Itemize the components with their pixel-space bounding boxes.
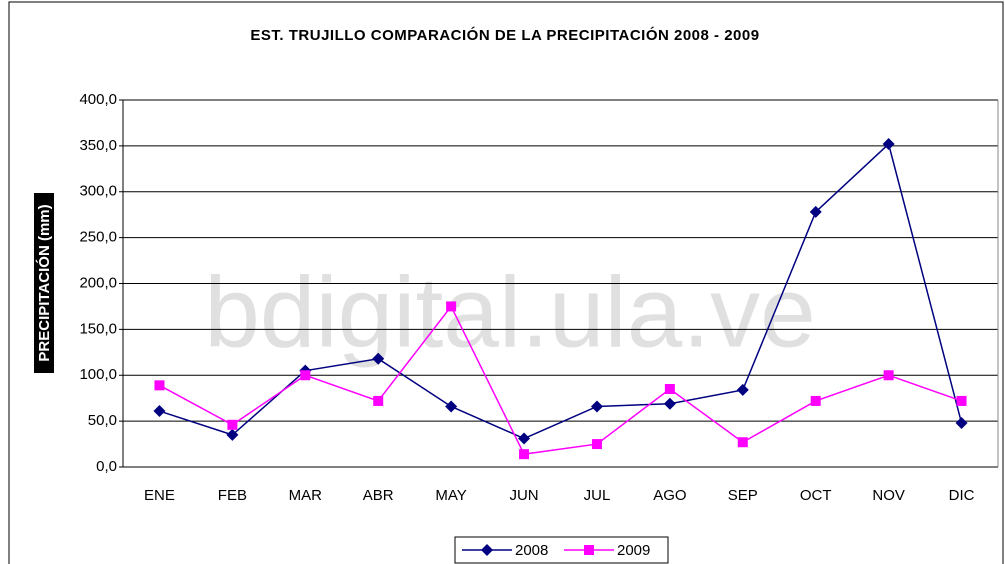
y-label-group: PRECIPITACIÓN (mm) — [34, 193, 54, 373]
y-tick-label: 100,0 — [79, 366, 117, 383]
point — [154, 380, 165, 391]
legend-label: 2008 — [515, 542, 548, 559]
point — [809, 205, 822, 218]
x-tick-label: NOV — [872, 487, 905, 504]
y-axis-label: PRECIPITACIÓN (mm) — [35, 204, 53, 361]
legend-label: 2009 — [617, 542, 650, 559]
point — [373, 395, 384, 406]
point — [664, 384, 675, 395]
x-tick-label: SEP — [728, 487, 758, 504]
chart-title: EST. TRUJILLO COMPARACIÓN DE LA PRECIPIT… — [250, 26, 759, 44]
x-tick-label: OCT — [800, 487, 832, 504]
series-line — [159, 142, 963, 440]
point — [584, 545, 594, 555]
point — [481, 544, 493, 556]
x-tick-label: ABR — [363, 487, 394, 504]
point — [736, 383, 749, 396]
point — [300, 370, 311, 381]
y-tick-label: 150,0 — [79, 320, 117, 337]
point — [883, 370, 894, 381]
point — [153, 405, 166, 418]
point — [663, 397, 676, 410]
point — [226, 428, 239, 441]
x-tick-label: FEB — [218, 487, 247, 504]
y-tick-label: 300,0 — [79, 183, 117, 200]
y-tick-label: 350,0 — [79, 137, 117, 154]
point — [591, 439, 602, 450]
series-line — [159, 305, 962, 455]
y-tick-label: 400,0 — [79, 91, 117, 108]
x-tick-label: MAR — [289, 487, 323, 504]
point — [590, 400, 603, 413]
y-tick-label: 200,0 — [79, 274, 117, 291]
point — [882, 138, 895, 151]
point — [810, 395, 821, 406]
x-tick-label: DIC — [949, 487, 975, 504]
y-tick-label: 0,0 — [96, 458, 117, 475]
point — [955, 416, 968, 429]
point — [227, 419, 238, 430]
point — [446, 301, 457, 312]
point — [518, 432, 531, 445]
x-tick-label: AGO — [653, 487, 686, 504]
x-tick-label: JUL — [584, 487, 611, 504]
x-tick-label: JUN — [509, 487, 538, 504]
y-tick-label: 50,0 — [88, 412, 117, 429]
x-tick-label: MAY — [435, 487, 466, 504]
point — [445, 400, 458, 413]
point — [737, 437, 748, 448]
watermark: bdigital.ula.ve — [204, 256, 816, 368]
point — [956, 395, 967, 406]
point — [519, 449, 530, 460]
y-tick-label: 250,0 — [79, 229, 117, 246]
x-tick-label: ENE — [144, 487, 175, 504]
point — [372, 352, 385, 365]
y-label-bg — [34, 193, 54, 373]
